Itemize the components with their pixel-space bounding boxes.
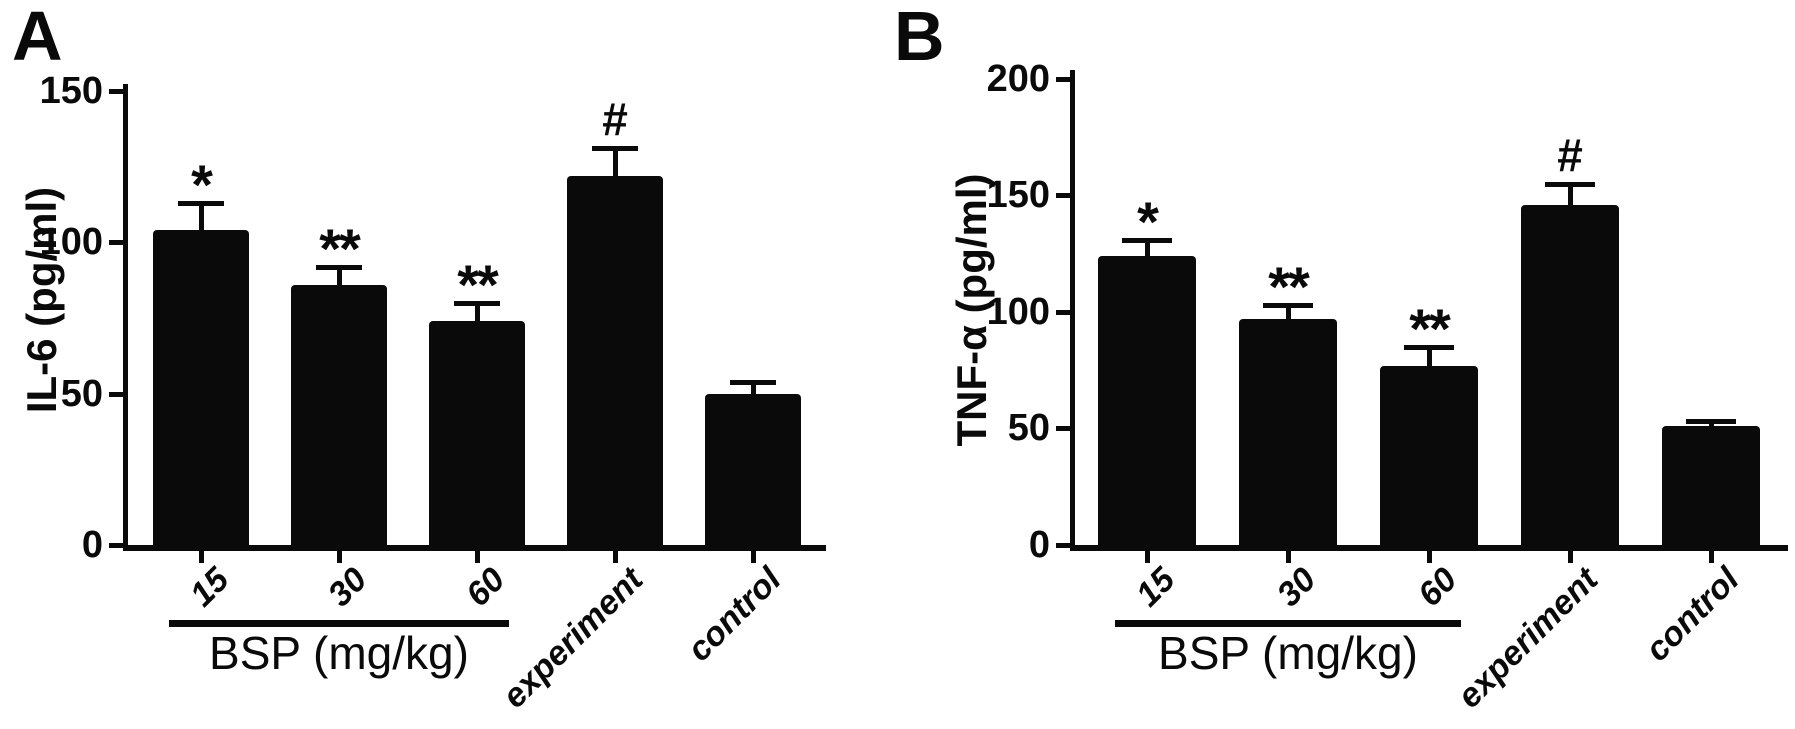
bar-30 <box>291 284 387 545</box>
error-bar-cap-30 <box>316 264 362 270</box>
error-bar-cap-15 <box>1122 237 1172 243</box>
x-tick-mark-control <box>751 549 756 563</box>
y-tick-label: 0 <box>1028 524 1050 566</box>
significance-marker-60: ** <box>1409 296 1451 360</box>
x-label-30: 30 <box>1269 560 1324 615</box>
panel-a-letter: A <box>12 0 64 75</box>
bar-30 <box>1239 318 1337 545</box>
error-bar-stem-30 <box>1286 304 1291 333</box>
group-underline <box>169 620 509 627</box>
x-tick-mark-control <box>1709 549 1714 563</box>
y-tick-label: 0 <box>81 524 103 566</box>
group-underline <box>1115 620 1461 627</box>
bar-control <box>705 393 801 545</box>
x-tick-mark-30 <box>337 549 342 563</box>
significance-marker-15: * <box>191 152 213 216</box>
error-bar-stem-experiment <box>613 148 618 190</box>
x-tick-mark-30 <box>1286 549 1291 563</box>
significance-marker-experiment: # <box>1557 128 1583 181</box>
x-tick-mark-15 <box>199 549 204 563</box>
error-bar-cap-experiment <box>1545 181 1595 187</box>
x-label-control: control <box>1638 560 1747 669</box>
significance-marker-60: ** <box>457 252 499 316</box>
error-bar-cap-60 <box>454 300 500 306</box>
y-tick-label: 200 <box>986 57 1050 100</box>
y-axis-line <box>1070 70 1075 551</box>
error-bar-stem-60 <box>1427 346 1432 380</box>
y-tick-label: 100 <box>986 290 1050 333</box>
error-bar-stem-15 <box>1145 239 1150 270</box>
error-bar-stem-30 <box>337 266 342 299</box>
y-tick-mark <box>1056 193 1072 199</box>
y-tick-label: 150 <box>39 69 103 112</box>
x-axis-line <box>1070 545 1788 551</box>
y-tick-mark <box>1056 309 1072 315</box>
bar-experiment <box>1521 204 1619 545</box>
y-axis-line <box>123 84 128 551</box>
x-label-15: 15 <box>1128 560 1183 615</box>
error-bar-cap-experiment <box>592 146 638 152</box>
y-tick-mark <box>1056 426 1072 432</box>
panel-b-letter: B <box>894 0 946 75</box>
error-bar-stem-control <box>751 381 756 408</box>
y-tick-mark <box>109 543 125 548</box>
y-tick-label: 50 <box>1007 407 1050 450</box>
error-bar-cap-15 <box>178 200 224 206</box>
bar-15 <box>153 230 249 545</box>
error-bar-stem-experiment <box>1568 183 1573 219</box>
x-tick-mark-60 <box>1427 549 1432 563</box>
error-bar-stem-60 <box>475 302 480 335</box>
bar-control <box>1662 426 1760 545</box>
bar-60 <box>1380 365 1478 545</box>
error-bar-stem-control <box>1709 421 1714 441</box>
y-tick-mark <box>109 391 125 397</box>
x-tick-mark-experiment <box>613 549 618 563</box>
y-tick-mark <box>109 88 125 94</box>
y-tick-label: 50 <box>60 372 103 415</box>
error-bar-cap-control <box>730 379 776 385</box>
x-tick-mark-experiment <box>1568 549 1573 563</box>
x-tick-mark-60 <box>475 549 480 563</box>
error-bar-cap-60 <box>1404 344 1454 350</box>
significance-marker-30: ** <box>319 216 361 280</box>
y-tick-mark <box>1056 76 1072 82</box>
y-tick-label: 100 <box>39 221 103 264</box>
bar-15 <box>1098 255 1196 545</box>
bar-60 <box>429 321 525 545</box>
error-bar-cap-control <box>1686 419 1736 425</box>
significance-marker-30: ** <box>1268 254 1310 318</box>
group-axis-label: BSP (mg/kg) <box>1158 627 1418 679</box>
x-axis-line <box>123 545 826 551</box>
y-tick-label: 150 <box>986 174 1050 217</box>
significance-marker-15: * <box>1137 189 1159 253</box>
x-label-60: 60 <box>1410 560 1465 615</box>
significance-marker-experiment: # <box>602 93 628 146</box>
error-bar-stem-15 <box>199 202 204 245</box>
group-axis-label: BSP (mg/kg) <box>209 627 469 679</box>
y-tick-mark <box>109 240 125 246</box>
y-tick-mark <box>1056 543 1072 548</box>
error-bar-cap-30 <box>1263 302 1313 308</box>
x-tick-mark-15 <box>1145 549 1150 563</box>
bar-experiment <box>567 175 663 545</box>
